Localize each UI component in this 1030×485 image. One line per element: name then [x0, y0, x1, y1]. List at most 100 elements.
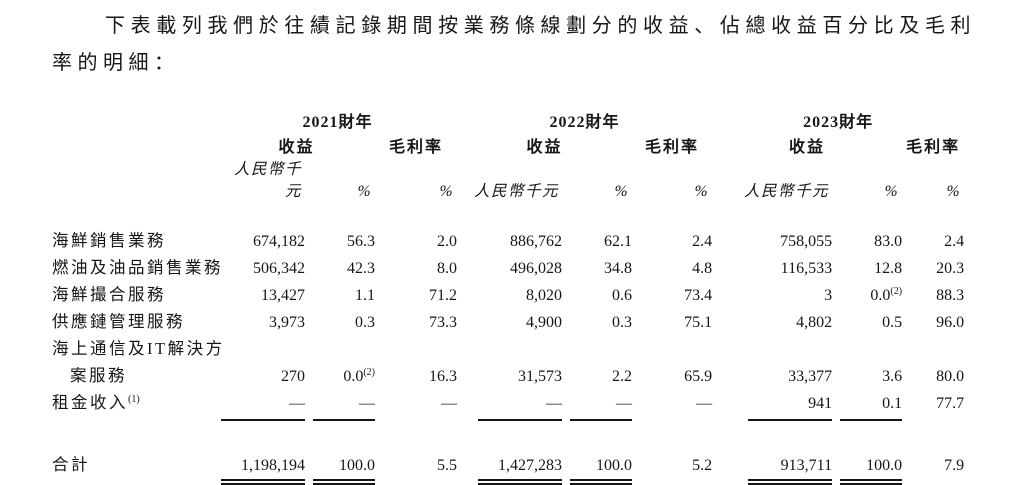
cell-value: 496,028	[510, 260, 563, 277]
cell-value	[305, 332, 375, 359]
cell-value: 42.3	[347, 260, 375, 277]
year-header-2021: 2021財年	[302, 114, 373, 131]
cell-value: —	[696, 395, 713, 412]
table-row: 案服務 270 0.0(2) 16.3 31,573 2.2 65.9 33,377 3.6 80…	[52, 359, 964, 386]
revenue-rule: 1,427,283	[478, 457, 563, 485]
cell-value: 13,427	[261, 287, 305, 304]
revenue-rule: —	[221, 395, 305, 421]
row-label: 海鮮銷售業務	[52, 231, 166, 250]
cell-value: 913,711	[712, 421, 833, 485]
table-row: 供應鏈管理服務 3,973 0.3 73.3 4,900 0.3 75.1 4,802 0.5 9…	[52, 305, 964, 332]
row-label: 供應鏈管理服務	[52, 312, 185, 331]
row-label: 案服務	[70, 366, 127, 385]
table-row: 燃油及油品銷售業務 506,342 42.3 8.0 496,028 34.8 4.8 116…	[52, 251, 964, 278]
cell-value: 88.3	[936, 287, 965, 304]
cell-value: 2.4	[944, 233, 965, 250]
cell-value: 1.1	[355, 287, 375, 304]
cell-value: 270	[281, 368, 305, 385]
revenue-group-header: 收益	[526, 139, 563, 156]
cell-value: 1,427,283	[457, 421, 563, 485]
percent-unit-header: %	[439, 183, 455, 200]
cell-value	[375, 332, 457, 359]
cell-value: 0.3	[355, 314, 375, 331]
cell-value: 2.4	[692, 233, 713, 250]
cell-value: —	[218, 386, 305, 421]
percent-rule: —	[570, 395, 633, 421]
cell-value: 0.6	[612, 287, 633, 304]
cell-value: 56.3	[347, 233, 375, 250]
cell-value: 506,342	[253, 260, 305, 277]
cell-value: 7.9	[944, 457, 965, 474]
cell-value: 0.5	[882, 314, 903, 331]
cell-value: 3	[824, 287, 833, 304]
cell-value: 77.7	[936, 395, 965, 412]
cell-value: 80.0	[936, 368, 965, 385]
cell-value: 20.3	[936, 260, 965, 277]
cell-value: 3.6	[882, 368, 903, 385]
cell-value: 3,973	[269, 314, 305, 331]
cell-value: 12.8	[874, 260, 903, 277]
percent-unit-header: %	[946, 183, 962, 200]
cell-value: 83.0	[874, 233, 903, 250]
revenue-group-header: 收益	[278, 139, 315, 156]
cell-value: 674,182	[253, 233, 305, 250]
percent-unit-header: %	[614, 183, 630, 200]
table-row: 海鮮銷售業務 674,182 56.3 2.0 886,762 62.1 2.4 758,05…	[52, 201, 964, 251]
cell-value: 2.2	[612, 368, 633, 385]
cell-value: 0.1	[832, 386, 903, 421]
cell-value: 65.9	[684, 368, 713, 385]
corner-cell	[52, 157, 218, 201]
cell-value: 4,900	[526, 314, 563, 331]
cell-value: 941	[712, 386, 833, 421]
cell-value: 0.0(2)	[343, 367, 375, 386]
cell-value: —	[457, 386, 563, 421]
rmb-unit-header: 人民幣千元	[744, 183, 830, 200]
cell-value: 8,020	[526, 287, 563, 304]
gross-margin-group-header: 毛利率	[389, 139, 444, 156]
intro-paragraph: 下表載列我們於往績記錄期間按業務條線劃分的收益、佔總收益百分比及毛利率的明細：	[52, 15, 976, 74]
row-label: 合計	[52, 455, 90, 474]
cell-value: 73.4	[684, 287, 713, 304]
cell-value: 100.0	[305, 421, 375, 485]
year-header-2022: 2022財年	[549, 114, 620, 131]
cell-value: —	[305, 386, 375, 421]
cell-value: 5.2	[692, 457, 713, 474]
cell-value: 1,198,194	[218, 421, 305, 485]
revenue-rule: 1,198,194	[221, 457, 305, 485]
percent-unit-header: %	[694, 183, 710, 200]
table-row: 租金收入(1) — — — — — — 941 0.1 77.7	[52, 386, 964, 421]
cell-value: 33,377	[788, 368, 833, 385]
cell-value: 0.0(2)	[870, 286, 903, 305]
revenue-rule: —	[478, 395, 563, 421]
cell-value: 4,802	[796, 314, 833, 331]
cell-value: 2.0	[437, 233, 458, 250]
table-row: 海上通信及IT解決方	[52, 332, 964, 359]
unit-header-row: 人民幣千元 % % 人民幣千元 % % 人民幣千元 % %	[52, 157, 964, 201]
row-label: 海鮮撮合服務	[52, 285, 166, 304]
cell-value	[832, 332, 902, 359]
cell-value: 34.8	[604, 260, 633, 277]
cell-value: 62.1	[604, 233, 633, 250]
cell-value	[562, 332, 632, 359]
row-label: 海上通信及IT解決方	[52, 339, 225, 358]
revenue-by-business-line-table: 2021財年 2022財年 2023財年 收益 毛利率 收益 毛利率 收益 毛利…	[52, 108, 964, 485]
cell-value: 4.8	[692, 260, 713, 277]
revenue-rule: 913,711	[748, 457, 833, 485]
cell-value	[632, 332, 712, 359]
cell-value	[902, 332, 964, 359]
cell-value: 75.1	[684, 314, 713, 331]
year-header-row: 2021財年 2022財年 2023財年	[52, 108, 964, 132]
cell-value: 100.0	[832, 421, 903, 485]
total-row: 合計 1,198,194 100.0 5.5 1,427,283 100.0 5.2 913,…	[52, 421, 964, 485]
cell-value: 31,573	[518, 368, 563, 385]
percent-rule: 100.0	[840, 457, 903, 485]
cell-value: 5.5	[437, 457, 458, 474]
cell-value: 100.0	[562, 421, 633, 485]
table-row: 海鮮撮合服務 13,427 1.1 71.2 8,020 0.6 73.4 3 0.0(2) 88…	[52, 278, 964, 305]
rmb-unit-header: 人民幣千元	[233, 161, 302, 200]
corner-cell	[52, 132, 218, 157]
table-body: 海鮮銷售業務 674,182 56.3 2.0 886,762 62.1 2.4 758,05…	[52, 201, 964, 485]
cell-value: 758,055	[780, 233, 833, 250]
revenue-group-header: 收益	[789, 139, 826, 156]
